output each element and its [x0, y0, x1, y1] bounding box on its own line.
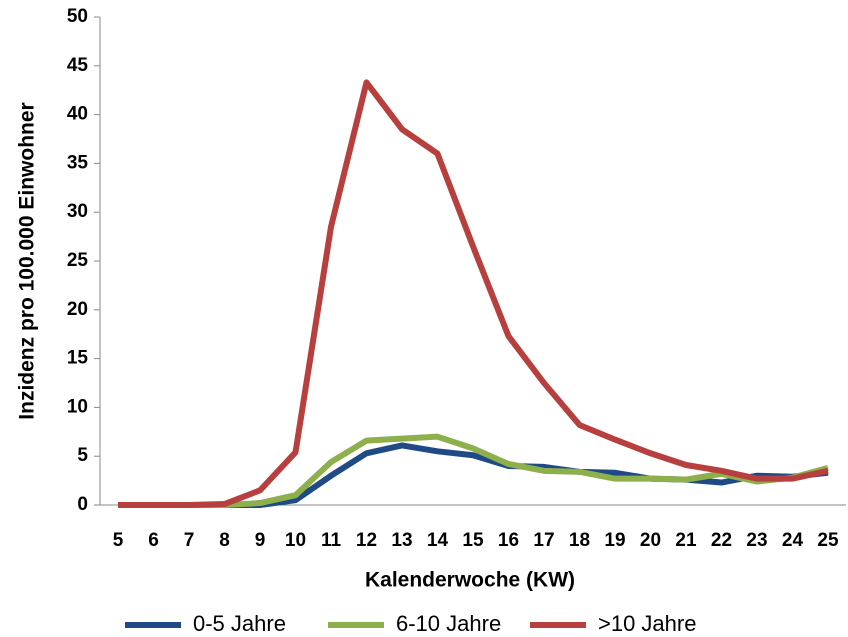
x-tick-label: 17: [533, 530, 554, 551]
x-tick-label: 21: [675, 530, 697, 551]
y-tick-label: 5: [77, 445, 88, 466]
x-tick-label: 20: [640, 530, 661, 551]
y-tick-label: 10: [67, 396, 88, 417]
y-tick-label: 50: [67, 6, 88, 27]
x-tick-label: 23: [746, 530, 767, 551]
x-tick-label: 7: [184, 530, 195, 551]
x-tick-label: 22: [711, 530, 732, 551]
y-tick-label: 15: [67, 348, 89, 369]
x-tick-label: 13: [391, 530, 412, 551]
x-tick-label: 18: [569, 530, 590, 551]
y-axis-title: Inzidenz pro 100.000 Einwohner: [16, 102, 39, 419]
line-series: [118, 79, 829, 508]
y-tick-label: 30: [67, 201, 88, 222]
legend-text: 0-5 Jahre: [193, 611, 286, 636]
x-tick-label: 10: [285, 530, 306, 551]
x-tick-label: 11: [321, 530, 342, 551]
legend-text: >10 Jahre: [598, 611, 696, 636]
x-tick-label: 16: [498, 530, 519, 551]
legend-text: 6-10 Jahre: [396, 611, 501, 636]
line-series: [118, 433, 829, 508]
x-tick-label: 9: [255, 530, 266, 551]
x-axis-title: Kalenderwoche (KW): [365, 569, 575, 592]
y-tick-label: 25: [67, 250, 89, 271]
y-tick-label: 40: [67, 104, 88, 125]
x-tick-label: 24: [782, 530, 804, 551]
x-tick-label: 19: [604, 530, 625, 551]
x-tick-label: 5: [113, 530, 124, 551]
x-tick-label: 15: [462, 530, 484, 551]
x-tick-label: 14: [427, 530, 449, 551]
y-tick-label: 0: [77, 494, 88, 515]
x-tick-label: 8: [219, 530, 230, 551]
x-tick-label: 6: [148, 530, 159, 551]
x-tick-label: 25: [817, 530, 839, 551]
y-tick-label: 35: [67, 152, 89, 173]
y-tick-label: 45: [67, 55, 89, 76]
y-tick-label: 20: [67, 299, 88, 320]
x-tick-label: 12: [356, 530, 377, 551]
